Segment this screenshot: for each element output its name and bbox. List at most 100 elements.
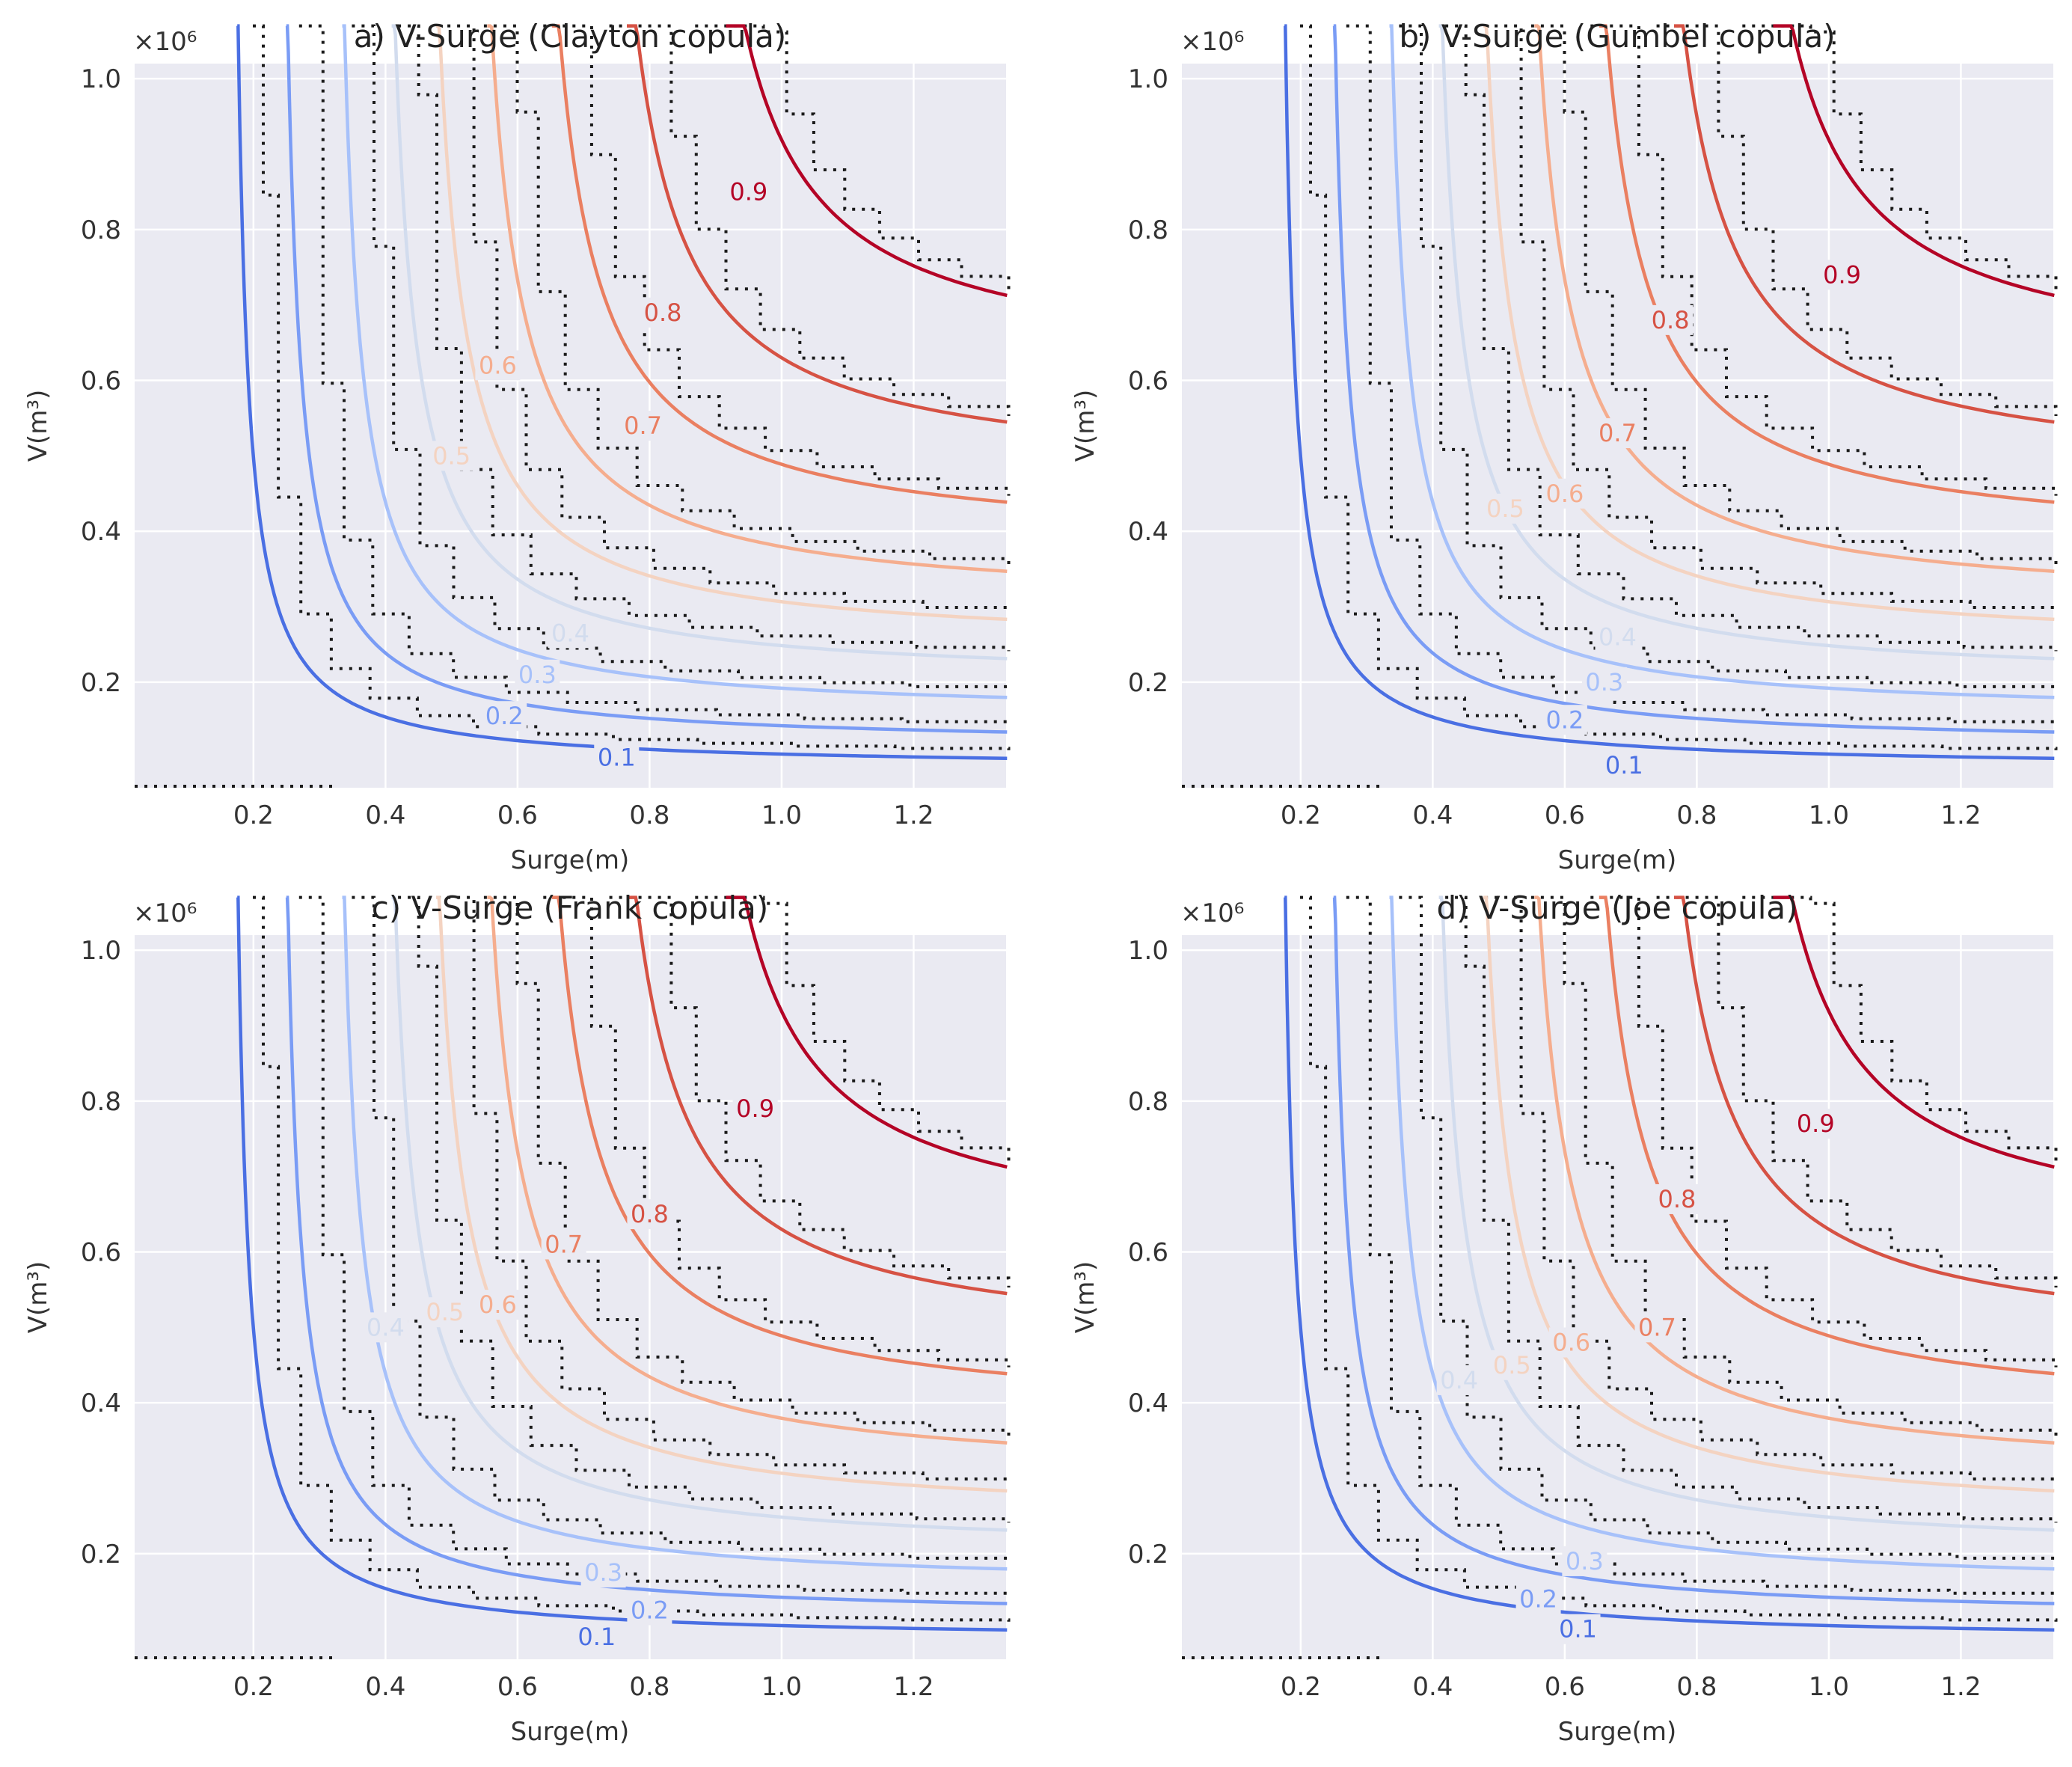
- y-tick-labels: 0.2 0.4 0.6 0.8 1.0: [1128, 64, 1168, 698]
- contour-label-0.5: 0.5: [1493, 1351, 1531, 1379]
- contour-line-0.2: [285, 895, 1008, 1605]
- empirical-contour-0.1: [253, 895, 1011, 1622]
- y-axis-label: V(m³): [1070, 390, 1100, 462]
- empirical-contours: [1182, 24, 2058, 788]
- contour-label-bg: [1648, 304, 1694, 335]
- contour-line-0.1: [1284, 895, 2055, 1632]
- plot-area: [1182, 935, 2053, 1659]
- panel-d: 0.10.20.30.40.50.60.70.80.9 0.2 0.4 0.6 0.8…: [1070, 889, 2058, 1747]
- copula-contours: [236, 24, 1008, 760]
- contour-label-0.3: 0.3: [584, 1558, 622, 1587]
- x-axis-label: Surge(m): [1558, 1717, 1677, 1747]
- contour-label-bg: [422, 1297, 468, 1328]
- panel-b: 0.10.20.30.40.50.60.70.80.9 0.2 0.4 0.6 0.8…: [1070, 18, 2058, 875]
- contour-label-bg: [1595, 622, 1640, 652]
- contour-label-bg: [732, 1093, 778, 1124]
- contour-line-0.7: [551, 895, 1008, 1376]
- contour-label-bg: [1819, 260, 1865, 290]
- x-tick-label: 0.8: [1676, 1672, 1717, 1702]
- empirical-contour-0.9: [695, 24, 1011, 290]
- contour-line-0.4: [1438, 895, 2055, 1532]
- y-tick-labels: 0.2 0.4 0.6 0.8 1.0: [81, 936, 121, 1570]
- contour-line-0.5: [436, 895, 1008, 1493]
- contour-label-0.9: 0.9: [729, 177, 767, 206]
- y-tick-label: 1.0: [81, 936, 121, 966]
- contour-line-0.1: [1284, 24, 2055, 760]
- contour-label-0.9: 0.9: [1797, 1109, 1835, 1138]
- copula-contours: [1284, 895, 2055, 1632]
- panel-c: 0.1 0.2 0.3 0.4 0.5 0.6 0.7 0.8 0.9 0.2 0.4 0.6 0.8…: [23, 889, 1011, 1747]
- contour-label-bg: [475, 350, 521, 381]
- contour-label-bg: [726, 177, 771, 207]
- contour-label-bg: [1562, 1546, 1607, 1576]
- contour-label-bg: [1793, 1109, 1839, 1139]
- y-multiplier: ×10⁶: [1180, 898, 1244, 928]
- empirical-contour-0.6: [1530, 24, 2058, 565]
- contour-line-0.8: [627, 895, 1008, 1296]
- contour-label-0.5: 0.5: [1486, 494, 1524, 523]
- contour-label-0.8: 0.8: [1658, 1185, 1696, 1213]
- contour-line-0.9: [1773, 24, 2055, 298]
- empirical-contours: [135, 24, 1011, 788]
- y-tick-label: 0.4: [81, 1388, 121, 1418]
- empirical-contour-0.2: [298, 895, 1011, 1596]
- y-tick-label: 1.0: [1128, 936, 1168, 966]
- y-axis-label: V(m³): [1070, 1261, 1100, 1334]
- x-tick-label: 1.2: [1940, 800, 1981, 830]
- y-tick-label: 0.8: [81, 1087, 121, 1117]
- contour-label-0.5: 0.5: [426, 1298, 464, 1326]
- contour-label-bg: [1515, 1584, 1561, 1614]
- contour-label-0.1: 0.1: [598, 744, 636, 772]
- empirical-contour-0.2: [298, 24, 1011, 724]
- contour-labels: 0.10.2 0.3 0.4 0.5 0.6 0.7 0.8 0.9: [1436, 1109, 1839, 1644]
- y-tick-label: 0.2: [1128, 1540, 1168, 1570]
- y-tick-labels: 0.2 0.4 0.6 0.8 1.0: [81, 64, 121, 698]
- contour-line-0.3: [342, 24, 1008, 699]
- x-tick-label: 0.6: [1545, 800, 1585, 830]
- y-tick-label: 0.8: [81, 215, 121, 245]
- contour-label-bg: [1489, 1350, 1535, 1380]
- contour-line-0.4: [391, 895, 1008, 1532]
- contour-label-0.3: 0.3: [1585, 668, 1623, 696]
- empirical-contour-0.8: [1656, 24, 2058, 416]
- contour-line-0.9: [1773, 895, 2055, 1169]
- contour-label-bg: [1601, 750, 1647, 780]
- x-tick-label: 0.2: [233, 800, 274, 830]
- panel-title: d) V-Surge (Joe copula): [1437, 889, 1798, 926]
- empirical-contour-0.7: [1590, 895, 2058, 1368]
- contour-label-bg: [640, 297, 686, 328]
- x-tick-labels: 0.2 0.4 0.6 0.8 1.0 1.2: [1281, 1672, 1981, 1702]
- contour-label-bg: [429, 441, 474, 471]
- contour-label-bg: [1542, 705, 1587, 735]
- x-tick-label: 0.8: [629, 1672, 669, 1702]
- y-tick-label: 0.6: [81, 1238, 121, 1268]
- y-tick-label: 0.6: [1128, 367, 1168, 396]
- contour-line-0.9: [726, 24, 1008, 298]
- contour-label-0.9: 0.9: [1823, 260, 1861, 289]
- contour-label-bg: [1654, 1183, 1699, 1214]
- contour-label-bg: [1548, 1327, 1594, 1358]
- contour-line-0.8: [1674, 24, 2055, 424]
- y-multiplier: ×10⁶: [133, 27, 197, 57]
- x-tick-label: 0.6: [1545, 1672, 1585, 1702]
- x-tick-label: 0.4: [1412, 1672, 1453, 1702]
- panel-title: c) V-Surge (Frank copula): [372, 889, 769, 926]
- contour-label-bg: [1595, 418, 1640, 449]
- empirical-contour-0.1: [1300, 895, 2058, 1622]
- contour-label-bg: [1542, 478, 1587, 509]
- contour-line-0.5: [1483, 895, 2055, 1493]
- empirical-contour-0.6: [1530, 895, 2058, 1436]
- x-tick-label: 0.4: [365, 1672, 405, 1702]
- empirical-contour-0.5: [438, 895, 1011, 1484]
- contour-line-0.8: [627, 24, 1008, 424]
- x-tick-label: 0.2: [1281, 1672, 1321, 1702]
- contour-label-0.9: 0.9: [736, 1094, 774, 1123]
- contour-label-0.7: 0.7: [1599, 419, 1637, 447]
- contour-line-0.6: [487, 24, 1008, 573]
- contour-label-bg: [594, 742, 640, 773]
- empirical-contour-0.6: [483, 24, 1011, 565]
- contour-line-0.3: [1389, 895, 2055, 1571]
- plot-area: [135, 935, 1006, 1659]
- contour-label-bg: [627, 1199, 672, 1230]
